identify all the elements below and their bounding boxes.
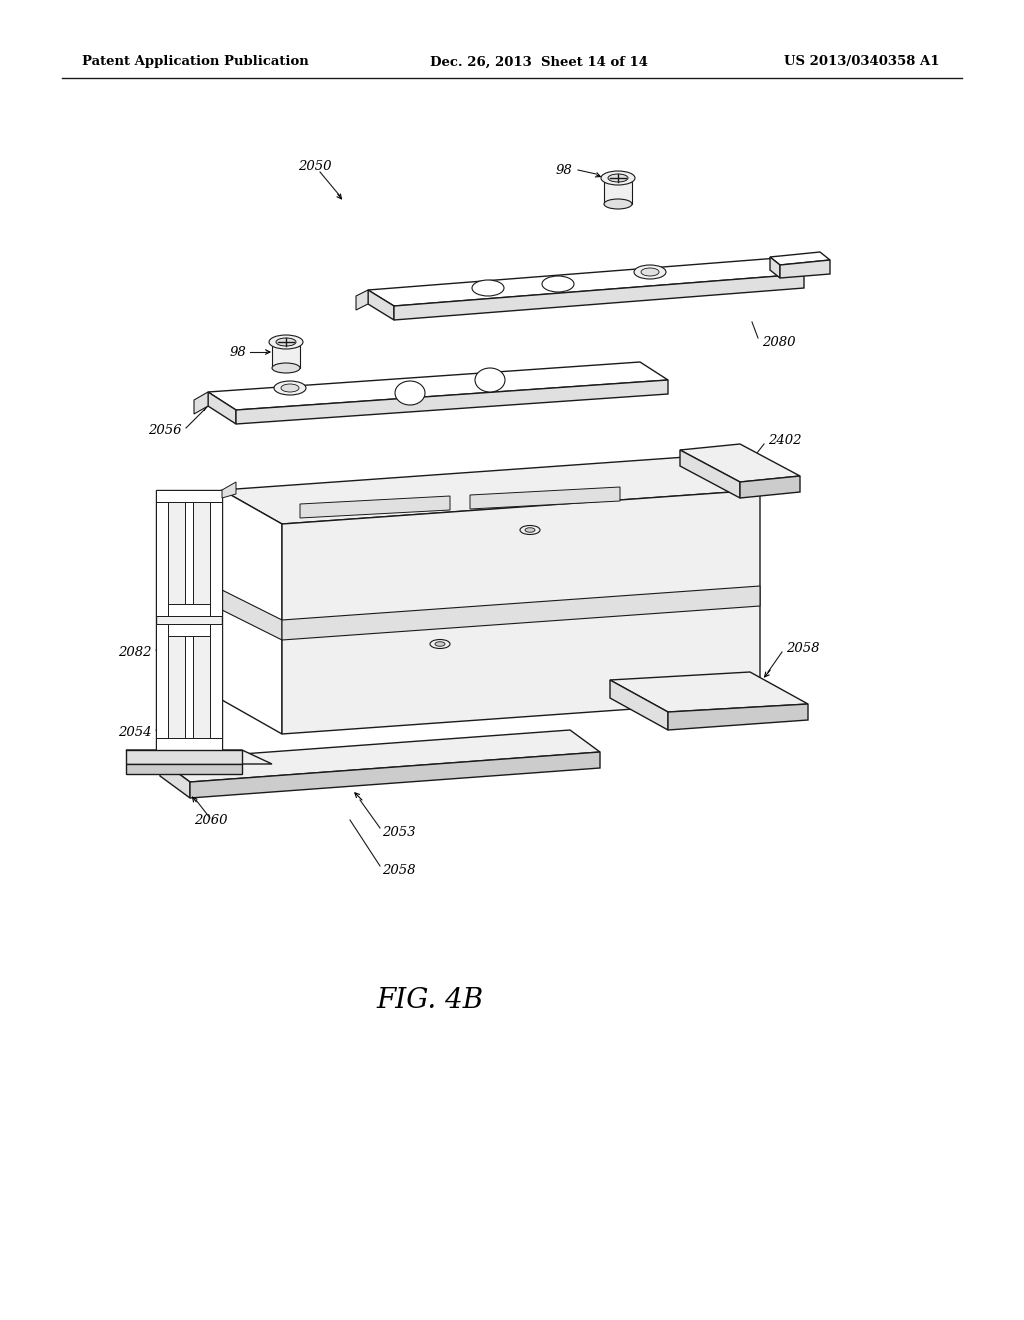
Polygon shape [210,624,222,738]
Text: 2053: 2053 [382,825,416,838]
Polygon shape [680,450,740,498]
Polygon shape [194,392,208,414]
Ellipse shape [272,363,300,374]
Text: 2050: 2050 [298,161,332,173]
Polygon shape [610,672,808,711]
Polygon shape [190,752,600,799]
Ellipse shape [634,265,666,279]
Polygon shape [126,764,242,774]
Polygon shape [126,750,242,764]
Polygon shape [368,290,394,319]
Polygon shape [272,346,300,368]
Text: 2080: 2080 [762,335,796,348]
Ellipse shape [269,335,303,348]
Text: FIG. 4B: FIG. 4B [377,986,483,1014]
Text: 2058: 2058 [382,863,416,876]
Text: US 2013/0340358 A1: US 2013/0340358 A1 [784,55,940,69]
Ellipse shape [472,280,504,296]
Polygon shape [208,362,668,411]
Polygon shape [156,738,222,750]
Polygon shape [770,257,780,279]
Ellipse shape [520,525,540,535]
Text: 2054: 2054 [119,726,152,738]
Text: 98: 98 [229,346,246,359]
Polygon shape [168,605,210,616]
Ellipse shape [641,268,659,276]
Polygon shape [160,730,600,781]
Polygon shape [300,496,450,517]
Ellipse shape [525,528,535,532]
Text: 2056: 2056 [148,424,182,437]
Polygon shape [185,502,193,616]
Polygon shape [780,260,830,279]
Polygon shape [770,252,830,265]
Polygon shape [222,490,282,734]
Ellipse shape [435,642,445,647]
Ellipse shape [395,381,425,405]
Polygon shape [222,590,282,640]
Polygon shape [356,290,368,310]
Polygon shape [222,482,236,498]
Polygon shape [168,624,210,636]
Polygon shape [740,477,800,498]
Polygon shape [236,380,668,424]
Polygon shape [156,490,222,502]
Ellipse shape [542,276,574,292]
Text: 2060: 2060 [194,813,227,826]
Polygon shape [156,502,168,616]
Ellipse shape [608,174,628,182]
Ellipse shape [274,381,306,395]
Ellipse shape [604,199,632,209]
Ellipse shape [475,368,505,392]
Polygon shape [126,750,272,764]
Polygon shape [282,490,760,734]
Text: 98: 98 [555,164,572,177]
Polygon shape [470,487,620,510]
Text: 2058: 2058 [786,642,819,655]
Polygon shape [222,455,760,524]
Polygon shape [210,502,222,616]
Text: 2082: 2082 [119,645,152,659]
Text: 2402: 2402 [768,433,802,446]
Polygon shape [208,392,236,424]
Polygon shape [282,586,760,640]
Ellipse shape [430,639,450,648]
Text: Patent Application Publication: Patent Application Publication [82,55,309,69]
Ellipse shape [276,338,296,346]
Ellipse shape [281,384,299,392]
Polygon shape [394,275,804,319]
Polygon shape [156,624,168,738]
Polygon shape [604,182,632,205]
Polygon shape [160,760,190,799]
Polygon shape [610,680,668,730]
Polygon shape [185,624,193,738]
Polygon shape [668,704,808,730]
Polygon shape [368,257,804,306]
Text: Dec. 26, 2013  Sheet 14 of 14: Dec. 26, 2013 Sheet 14 of 14 [430,55,648,69]
Ellipse shape [601,172,635,185]
Polygon shape [680,444,800,482]
Polygon shape [156,490,222,750]
